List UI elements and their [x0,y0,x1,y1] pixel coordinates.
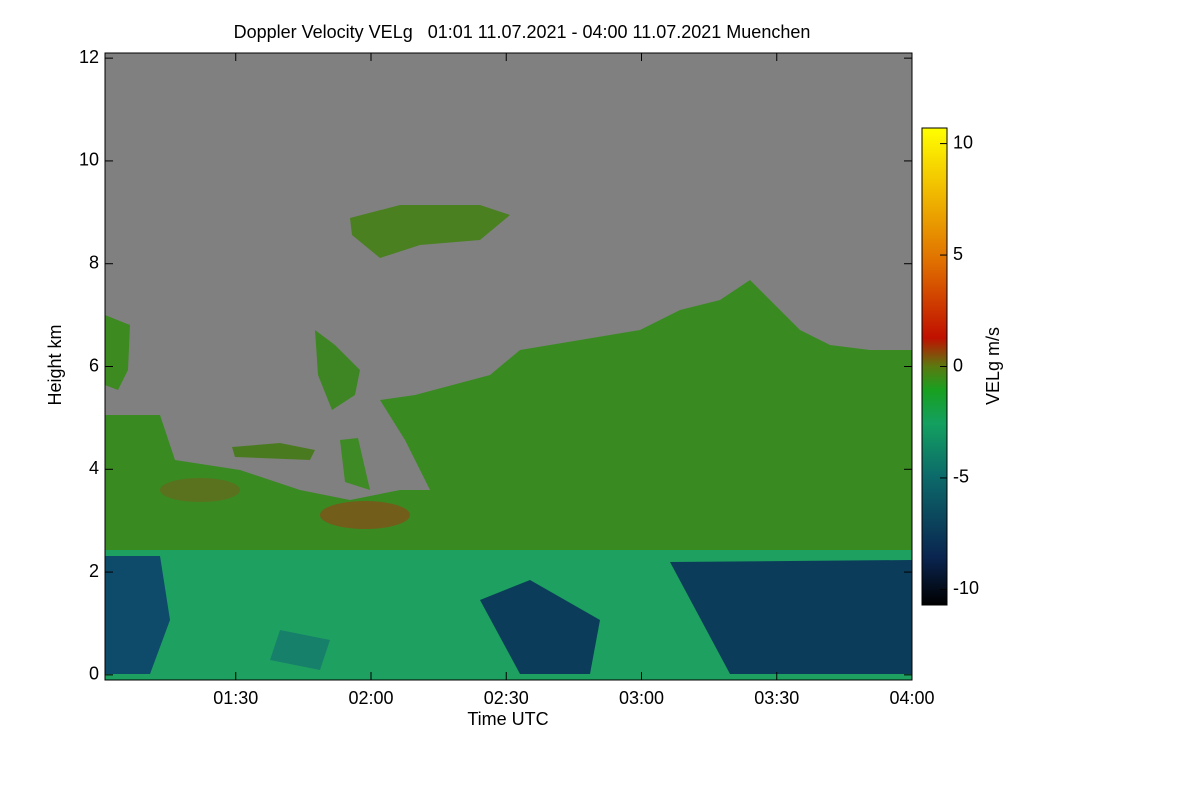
chart-title: Doppler Velocity VELg 01:01 11.07.2021 -… [234,22,811,42]
x-tick-label: 03:00 [619,688,664,708]
x-tick-label: 03:30 [754,688,799,708]
plot-area [105,53,912,680]
y-tick-label: 0 [89,664,99,684]
x-tick-label: 04:00 [889,688,934,708]
colorbar-label: VELg m/s [983,327,1003,405]
colorbar-tick-label: -10 [953,578,979,598]
y-tick-label: 2 [89,561,99,581]
y-axis-label: Height km [45,324,65,405]
y-tick-label: 6 [89,355,99,375]
y-tick-label: 4 [89,458,99,478]
colorbar-tick-label: 10 [953,132,973,152]
x-tick-label: 02:00 [348,688,393,708]
colorbar-tick-label: 5 [953,244,963,264]
x-tick-label: 01:30 [213,688,258,708]
y-tick-label: 10 [79,150,99,170]
colorbar-tick-label: 0 [953,355,963,375]
x-axis-label: Time UTC [467,709,548,729]
x-tick-label: 02:30 [484,688,529,708]
colorbar-tick-label: -5 [953,467,969,487]
y-tick-label: 12 [79,47,99,67]
y-tick-label: 8 [89,252,99,272]
